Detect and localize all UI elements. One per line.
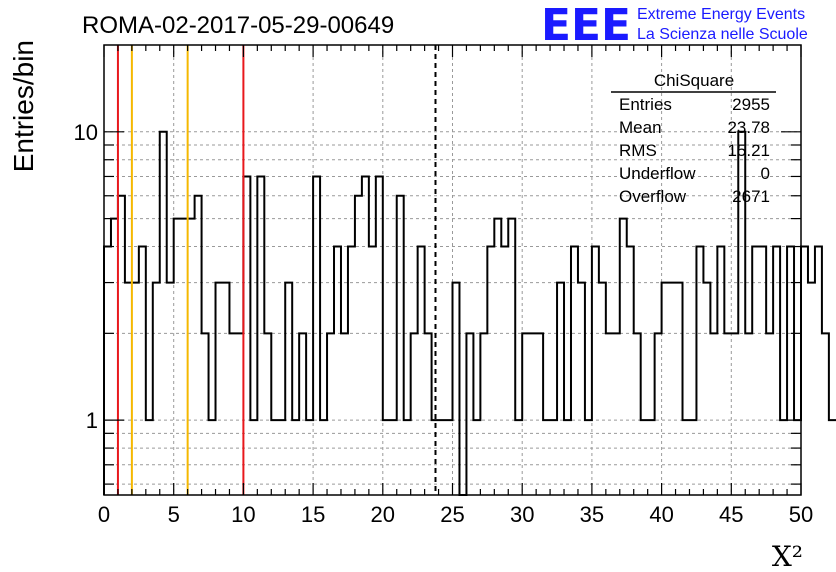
y-tick-label: 1: [86, 408, 98, 433]
x-tick-label: 20: [371, 502, 395, 527]
eee-logo: EEE Extreme Energy Events La Scienza nel…: [541, 0, 808, 51]
stats-box: ChiSquare Entries 2955 Mean 23.78 RMS 15.21 Un…: [611, 71, 776, 206]
y-axis-ticks: 1 10: [74, 120, 801, 485]
chart-title: ROMA-02-2017-05-29-00649: [82, 12, 394, 39]
x-tick-label: 5: [168, 502, 180, 527]
x-axis-ticks: 0 5 10 15 20 25 30 35 40 45 50: [98, 45, 813, 527]
x-tick-label: 45: [719, 502, 743, 527]
stats-title: ChiSquare: [654, 71, 734, 90]
x-tick-label: 35: [580, 502, 604, 527]
stats-row-label: Entries: [619, 95, 672, 114]
stats-row-value: 23.78: [727, 118, 770, 137]
logo-line1: Extreme Energy Events: [637, 6, 805, 23]
logo-letters: EEE: [541, 0, 631, 51]
stats-row-value: 2955: [732, 95, 770, 114]
x-tick-label: 10: [231, 502, 255, 527]
y-axis-label: Entries/bin: [8, 40, 39, 172]
reference-lines: [116, 45, 437, 495]
stats-row-label: Underflow: [619, 164, 696, 183]
x-tick-label: 25: [440, 502, 464, 527]
stats-row-label: Mean: [619, 118, 662, 137]
stats-row-value: 15.21: [727, 141, 770, 160]
stats-row-label: RMS: [619, 141, 657, 160]
x-axis-label: X²: [772, 540, 803, 572]
stats-row-value: 2671: [732, 187, 770, 206]
x-tick-label: 30: [510, 502, 534, 527]
y-tick-label: 10: [74, 120, 98, 145]
logo-line2: La Scienza nelle Scuole: [637, 26, 808, 43]
stats-row-value: 0: [761, 164, 770, 183]
x-tick-label: 50: [789, 502, 813, 527]
x-tick-label: 0: [98, 502, 110, 527]
histogram-outline: [103, 130, 836, 496]
x-tick-label: 40: [649, 502, 673, 527]
x-tick-label: 15: [301, 502, 325, 527]
stats-row-label: Overflow: [619, 187, 687, 206]
